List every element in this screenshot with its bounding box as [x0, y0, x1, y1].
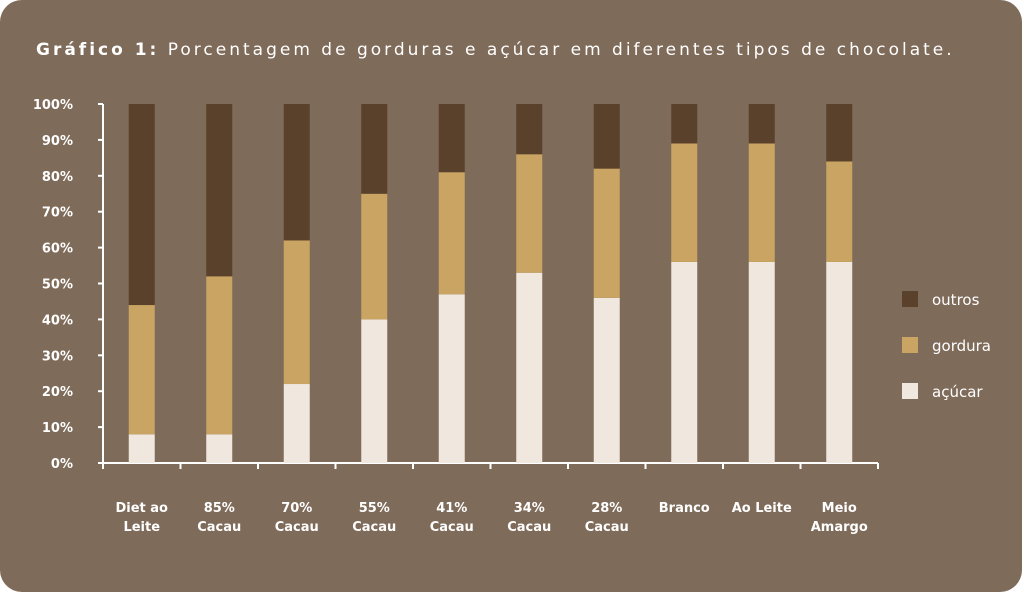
bar-outros-6 [593, 104, 620, 169]
legend-swatch-2 [902, 383, 918, 399]
x-category-label: 28% Cacau [585, 501, 629, 535]
x-category-label: Diet ao Leite [115, 501, 168, 535]
bar-gordura-9 [826, 161, 853, 262]
legend-label: gordura [932, 337, 991, 355]
bar-gordura-1 [206, 276, 233, 435]
y-tick-label: 0% [51, 457, 73, 472]
bar-acar-4 [438, 294, 465, 463]
bar-outros-2 [283, 104, 310, 241]
x-category-label: Branco [659, 501, 710, 516]
x-category-label: 55% Cacau [352, 501, 396, 535]
x-category-label: 41% Cacau [430, 501, 474, 535]
legend-swatch-0 [902, 291, 918, 307]
x-category-label: 85% Cacau [197, 501, 241, 535]
bar-acar-3 [361, 319, 388, 463]
bar-acar-0 [128, 434, 155, 463]
legend-swatch-1 [902, 337, 918, 353]
bar-acar-2 [283, 384, 310, 463]
y-tick-label: 30% [42, 349, 73, 364]
bar-acar-8 [748, 261, 775, 463]
bar-acar-1 [206, 434, 233, 463]
bar-acar-7 [671, 261, 698, 463]
y-tick-label: 10% [42, 421, 73, 436]
bar-outros-9 [826, 104, 853, 162]
bar-outros-3 [361, 104, 388, 194]
bar-gordura-2 [283, 240, 310, 385]
bar-acar-9 [826, 261, 853, 463]
y-tick-label: 40% [42, 313, 73, 328]
bar-gordura-4 [438, 172, 465, 295]
y-tick-label: 80% [42, 170, 73, 185]
x-category-label: Ao Leite [732, 501, 792, 516]
y-tick-label: 60% [42, 242, 73, 257]
bar-outros-4 [438, 104, 465, 173]
bar-gordura-5 [516, 154, 543, 273]
chart-title-lead: Gráfico 1: [36, 40, 160, 60]
bar-outros-5 [516, 104, 543, 155]
bar-gordura-7 [671, 143, 698, 262]
bar-outros-8 [748, 104, 775, 144]
bar-acar-5 [516, 272, 543, 463]
bar-gordura-8 [748, 143, 775, 262]
legend-label: açúcar [932, 383, 983, 401]
y-tick-label: 70% [42, 206, 73, 221]
bar-gordura-0 [128, 305, 155, 435]
y-tick-label: 90% [42, 134, 73, 149]
x-category-label: Meio Amargo [811, 501, 868, 535]
x-category-label: 34% Cacau [507, 501, 551, 535]
y-tick-label: 100% [33, 98, 73, 113]
bar-outros-1 [206, 104, 233, 277]
bar-outros-7 [671, 104, 698, 144]
chart-title: Gráfico 1: Porcentagem de gorduras e açú… [36, 40, 955, 60]
chart-title-text: Porcentagem de gorduras e açúcar em dife… [159, 40, 955, 60]
bar-outros-0 [128, 104, 155, 306]
legend-label: outros [932, 291, 980, 309]
bar-gordura-6 [593, 168, 620, 298]
bar-gordura-3 [361, 193, 388, 320]
y-tick-label: 50% [42, 278, 73, 293]
bar-acar-6 [593, 297, 620, 463]
y-tick-label: 20% [42, 385, 73, 400]
x-category-label: 70% Cacau [275, 501, 319, 535]
